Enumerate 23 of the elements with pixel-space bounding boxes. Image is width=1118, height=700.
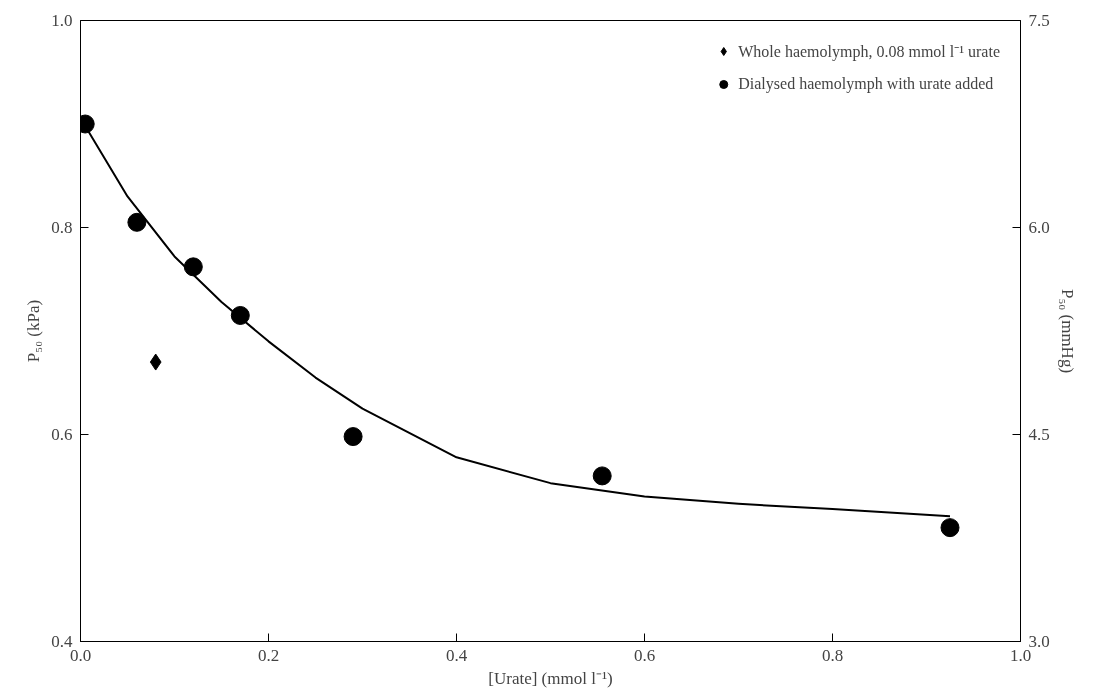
y2-tick-label: 7.5: [1028, 11, 1050, 30]
legend-label: Dialysed haemolymph with urate added: [738, 75, 994, 93]
y-tick-label: 0.8: [51, 218, 73, 237]
y2-tick-label: 6.0: [1028, 218, 1050, 237]
y2-axis-title: P₅₀ (mmHg): [1057, 288, 1077, 374]
point: [592, 466, 612, 486]
y-axis-title: P₅₀ (kPa): [24, 299, 44, 363]
point: [149, 353, 162, 371]
x-axis-title: [Urate] (mmol l⁻¹): [488, 668, 613, 688]
x-tick-label: 0.8: [821, 645, 844, 665]
legend-label: Whole haemolymph, 0.08 mmol l⁻¹ urate: [738, 42, 1000, 62]
x-tick-label: 0.2: [257, 645, 280, 665]
y-tick-label: 0.6: [51, 425, 73, 444]
y2-tick-label: 4.5: [1028, 425, 1050, 444]
y-tick-label: 1.0: [51, 11, 73, 30]
x-tick-label: 0.6: [633, 645, 656, 665]
y-tick-label: 0.4: [51, 632, 73, 651]
y2-tick-label: 3.0: [1028, 632, 1050, 651]
point: [343, 427, 363, 447]
point: [940, 518, 960, 538]
point: [127, 212, 147, 232]
point: [183, 257, 203, 277]
x-tick-label: 0.4: [445, 645, 468, 665]
